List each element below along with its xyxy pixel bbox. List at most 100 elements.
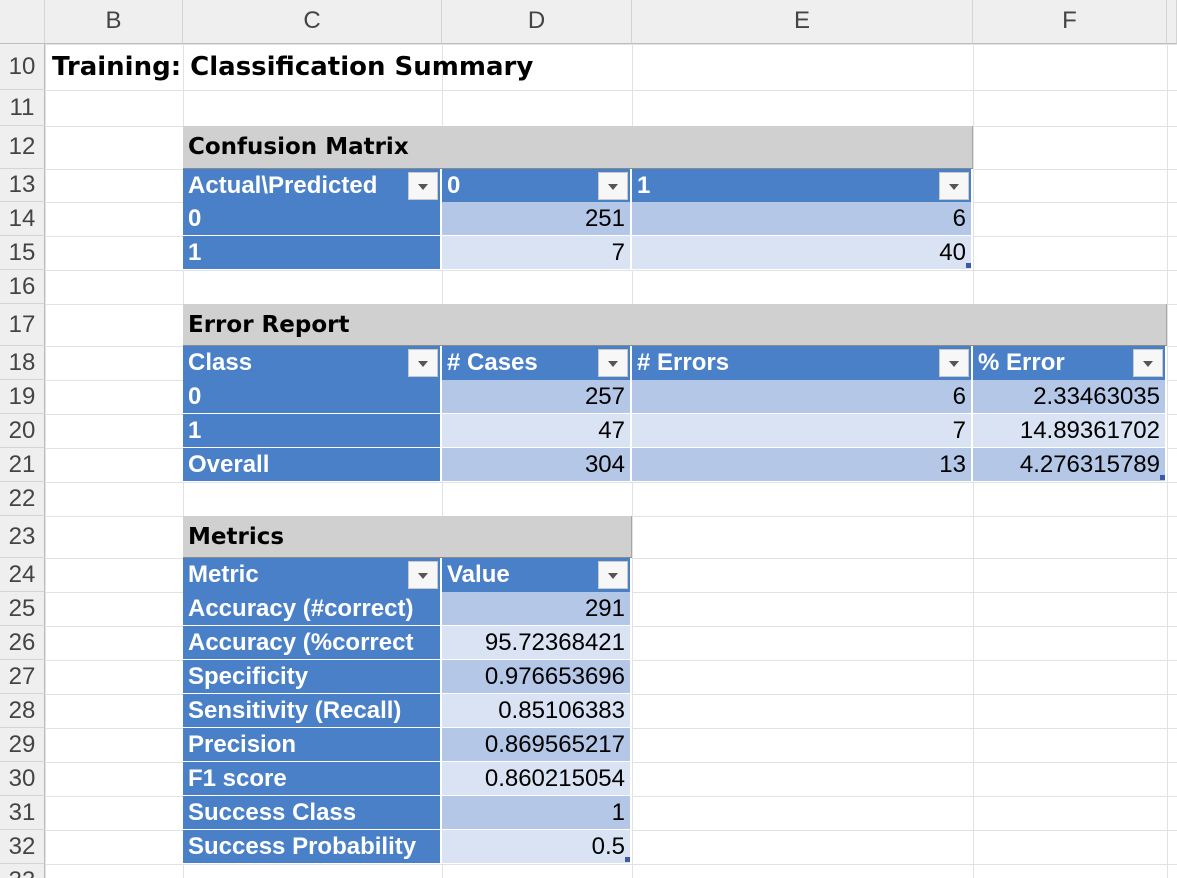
dropdown-arrow: [608, 573, 618, 579]
filter-dropdown[interactable]: [939, 172, 969, 200]
column-header[interactable]: E: [632, 0, 973, 44]
table-cell: 0.869565217: [442, 728, 632, 762]
table-title: Confusion Matrix: [183, 126, 973, 169]
column-header[interactable]: F: [973, 0, 1167, 44]
row-header[interactable]: 22: [0, 482, 45, 516]
row-header[interactable]: 29: [0, 728, 45, 762]
dropdown-arrow: [418, 573, 428, 579]
row-header[interactable]: 12: [0, 126, 45, 169]
dropdown-arrow: [949, 184, 959, 190]
row-header[interactable]: 27: [0, 660, 45, 694]
table-cell: 7: [632, 414, 973, 448]
row-header[interactable]: 23: [0, 516, 45, 558]
dropdown-arrow: [418, 184, 428, 190]
table-cell: 95.72368421: [442, 626, 632, 660]
row-header[interactable]: 28: [0, 694, 45, 728]
row-header[interactable]: 25: [0, 592, 45, 626]
table-cell: 47: [442, 414, 632, 448]
table-cell: 40: [632, 236, 973, 270]
row-label: 0: [183, 202, 442, 236]
filter-dropdown[interactable]: [598, 561, 628, 589]
dropdown-arrow: [949, 361, 959, 367]
grid-line: [45, 44, 1177, 45]
table-header: Actual\Predicted: [183, 169, 442, 202]
row-header[interactable]: 21: [0, 448, 45, 482]
row-label: Precision: [183, 728, 442, 762]
row-header[interactable]: 31: [0, 796, 45, 830]
row-header[interactable]: 10: [0, 44, 45, 90]
row-header[interactable]: 19: [0, 380, 45, 414]
column-header: [1167, 0, 1177, 44]
resize-handle: [1160, 475, 1165, 480]
table-cell: 6: [632, 380, 973, 414]
table-cell: 14.89361702: [973, 414, 1167, 448]
row-header[interactable]: 32: [0, 830, 45, 864]
row-label: Accuracy (#correct): [183, 592, 442, 626]
table-header: Class: [183, 346, 442, 380]
table-header: Metric: [183, 558, 442, 592]
column-header[interactable]: B: [45, 0, 183, 44]
table-cell: 7: [442, 236, 632, 270]
filter-dropdown[interactable]: [939, 349, 969, 377]
filter-dropdown[interactable]: [598, 349, 628, 377]
corner-header: [0, 0, 45, 44]
row-header[interactable]: 15: [0, 236, 45, 270]
dropdown-arrow: [418, 361, 428, 367]
row-label: F1 score: [183, 762, 442, 796]
dropdown-arrow: [608, 184, 618, 190]
row-header[interactable]: 13: [0, 169, 45, 202]
sheet-title: Training: Classification Summary: [52, 52, 534, 82]
table-title: Error Report: [183, 304, 1167, 346]
table-cell: 13: [632, 448, 973, 482]
grid-line: [45, 44, 46, 878]
row-header[interactable]: 26: [0, 626, 45, 660]
table-cell: 4.276315789: [973, 448, 1167, 482]
row-label: 0: [183, 380, 442, 414]
table-cell: 0.976653696: [442, 660, 632, 694]
filter-dropdown[interactable]: [408, 349, 438, 377]
row-label: Accuracy (%correct: [183, 626, 442, 660]
row-label: Overall: [183, 448, 442, 482]
row-label: Success Class: [183, 796, 442, 830]
table-cell: 0.5: [442, 830, 632, 864]
row-label: 1: [183, 414, 442, 448]
table-cell: 291: [442, 592, 632, 626]
filter-dropdown[interactable]: [408, 561, 438, 589]
column-header[interactable]: C: [183, 0, 442, 44]
dropdown-arrow: [608, 361, 618, 367]
row-header[interactable]: 33: [0, 864, 45, 878]
row-header[interactable]: 16: [0, 270, 45, 304]
row-header[interactable]: 17: [0, 304, 45, 346]
row-header[interactable]: 24: [0, 558, 45, 592]
row-header[interactable]: 20: [0, 414, 45, 448]
filter-dropdown[interactable]: [408, 172, 438, 200]
resize-handle: [966, 263, 971, 268]
grid-line: [45, 482, 1177, 483]
filter-dropdown[interactable]: [598, 172, 628, 200]
dropdown-arrow: [1143, 361, 1153, 367]
table-cell: 304: [442, 448, 632, 482]
row-label: Specificity: [183, 660, 442, 694]
filter-dropdown[interactable]: [1133, 349, 1163, 377]
table-header: 1: [632, 169, 973, 202]
table-cell: 2.33463035: [973, 380, 1167, 414]
grid-line: [45, 864, 1177, 865]
table-header: # Errors: [632, 346, 973, 380]
row-header[interactable]: 18: [0, 346, 45, 380]
table-cell: 0.860215054: [442, 762, 632, 796]
row-header[interactable]: 30: [0, 762, 45, 796]
column-header[interactable]: D: [442, 0, 632, 44]
resize-handle: [625, 857, 630, 862]
row-label: Success Probability: [183, 830, 442, 864]
row-label: 1: [183, 236, 442, 270]
row-header[interactable]: 14: [0, 202, 45, 236]
table-cell: 6: [632, 202, 973, 236]
row-label: Sensitivity (Recall): [183, 694, 442, 728]
grid-line: [1167, 44, 1168, 878]
table-title: Metrics: [183, 516, 632, 558]
grid-line: [45, 270, 1177, 271]
table-cell: 257: [442, 380, 632, 414]
row-header[interactable]: 11: [0, 90, 45, 126]
table-cell: 1: [442, 796, 632, 830]
